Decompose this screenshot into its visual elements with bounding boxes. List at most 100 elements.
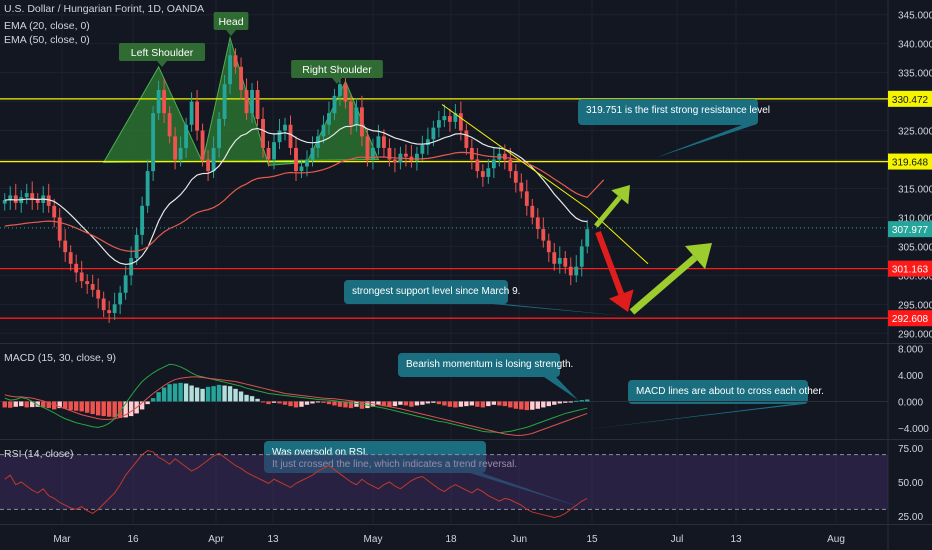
candle-body xyxy=(140,205,145,235)
macd-histogram-bar xyxy=(519,401,524,410)
macd-histogram-bar xyxy=(123,401,128,418)
candle-body xyxy=(178,147,183,160)
macd-histogram-bar xyxy=(57,401,62,409)
ema50-legend: EMA (50, close, 0) xyxy=(4,34,90,46)
candle-body xyxy=(502,153,507,160)
candle-body xyxy=(101,298,106,311)
macd-histogram-bar xyxy=(68,401,73,411)
right-shoulder-label-text: Right Shoulder xyxy=(302,64,372,76)
candle-body xyxy=(574,266,579,276)
macd-histogram-bar xyxy=(458,401,464,407)
candle-body xyxy=(327,113,331,125)
macd-histogram-bar xyxy=(563,401,568,403)
macd-histogram-bar xyxy=(431,401,436,403)
candle-body xyxy=(288,124,293,148)
candle-body xyxy=(233,55,238,67)
candle-body xyxy=(568,266,573,276)
macd-histogram-bar xyxy=(255,398,260,402)
time-tick-label: 18 xyxy=(445,534,457,545)
macd-histogram-bar xyxy=(552,401,557,405)
macd-histogram-bar xyxy=(13,401,18,407)
candle-body xyxy=(30,193,35,201)
rsi-tick-label: 50.00 xyxy=(898,478,923,489)
candle-body xyxy=(217,118,221,148)
macd-histogram-bar xyxy=(508,401,513,408)
time-tick-label: Aug xyxy=(827,534,845,545)
candle-body xyxy=(349,101,353,125)
candle-body xyxy=(382,136,386,148)
macd-histogram-bar xyxy=(321,401,326,403)
macd-histogram-bar xyxy=(348,401,354,409)
macd-histogram-bar xyxy=(403,401,409,406)
candle-body xyxy=(239,66,243,90)
macd-histogram-bar xyxy=(249,396,255,402)
macd-histogram-bar xyxy=(541,401,546,408)
candle-body xyxy=(272,142,276,160)
last-price-tag-text: 307.977 xyxy=(892,225,929,236)
macd-histogram-bar xyxy=(464,401,469,407)
candle-body xyxy=(519,182,524,192)
candle-body xyxy=(403,153,408,157)
time-tick-label: Mar xyxy=(53,534,71,545)
trend-line xyxy=(441,104,589,210)
candle-body xyxy=(2,200,7,204)
candle-body xyxy=(305,159,309,167)
candle-body xyxy=(436,120,441,128)
macd-histogram-bar xyxy=(277,401,282,404)
price-level-tag xyxy=(888,90,932,107)
macd-tick-label: 8.000 xyxy=(898,344,923,355)
candle-body xyxy=(552,252,557,264)
candle-body xyxy=(96,289,101,299)
candle-body xyxy=(447,116,452,122)
macd-histogram-bar xyxy=(79,401,84,412)
macd-histogram-bar xyxy=(546,401,551,407)
candle-body xyxy=(228,55,232,85)
macd-histogram-bar xyxy=(266,401,271,405)
macd-histogram-bar xyxy=(46,401,51,409)
macd-histogram-bar xyxy=(310,401,315,404)
candle-body xyxy=(118,292,123,305)
macd-histogram-bar xyxy=(497,401,502,406)
candle-body xyxy=(420,145,425,154)
macd-histogram-bar xyxy=(398,401,403,405)
candle-body xyxy=(343,84,348,102)
candle-body xyxy=(151,113,156,172)
candle-body xyxy=(134,234,139,258)
macd-histogram-bar xyxy=(343,401,348,408)
candle-body xyxy=(458,113,463,131)
candle-body xyxy=(79,272,84,282)
macd-histogram-bar xyxy=(128,401,134,417)
candle-body xyxy=(129,258,134,276)
macd-histogram-bar xyxy=(211,386,216,402)
candle-body xyxy=(145,171,150,206)
candle-body xyxy=(107,310,112,314)
candle-body xyxy=(354,107,359,125)
candle-body xyxy=(392,159,397,163)
price-tick-label: 325.000 xyxy=(898,127,932,138)
candle-body xyxy=(453,113,458,122)
price-tick-label: 290.000 xyxy=(898,329,932,340)
time-tick-label: 13 xyxy=(267,534,279,545)
macd-histogram-bar xyxy=(117,401,123,419)
resistance-callout-tail xyxy=(655,125,754,158)
ema20-legend: EMA (20, close, 0) xyxy=(4,20,90,32)
rsi-callout-text: Was oversold on RSI. xyxy=(272,447,368,458)
bearish-arrow-head xyxy=(608,289,634,312)
candle-body xyxy=(480,171,485,177)
macd-histogram-bar xyxy=(271,401,277,403)
macd-histogram-bar xyxy=(332,401,337,406)
candle-body xyxy=(277,130,282,143)
candle-body xyxy=(211,147,216,172)
candle-body xyxy=(338,84,342,96)
rsi-line xyxy=(4,450,588,519)
macd-histogram-bar xyxy=(480,401,486,408)
macd-histogram-bar xyxy=(90,401,95,415)
candle-body xyxy=(585,229,590,247)
macd-histogram-bar xyxy=(442,401,447,406)
candle-body xyxy=(13,195,18,203)
resistance-callout-text: 319.751 is the first strong resistance l… xyxy=(586,105,770,116)
candle-body xyxy=(162,90,167,114)
time-tick-label: Jun xyxy=(511,534,527,545)
candle-body xyxy=(35,200,40,203)
